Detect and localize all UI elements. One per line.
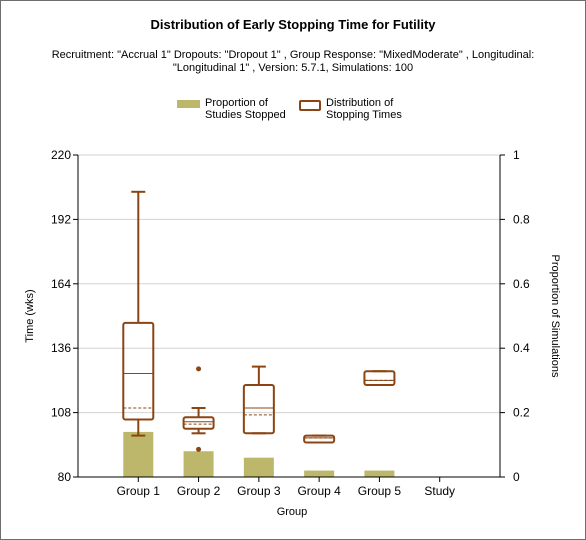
box-plot [122, 190, 155, 437]
box-iqr [242, 384, 275, 435]
bar [183, 451, 214, 477]
legend-item-boxes: Distribution of Stopping Times [299, 97, 402, 121]
x-tick-label: Group 4 [297, 484, 341, 498]
box-iqr [122, 321, 155, 421]
y-right-tick-label: 1 [513, 148, 520, 162]
outlier-point [196, 366, 202, 372]
legend-item-bars: Proportion of Studies Stopped [177, 97, 286, 121]
box-plot [242, 365, 275, 435]
chart-subtitle: Recruitment: "Accrual 1" Dropouts: "Drop… [30, 49, 556, 75]
box-plot [303, 434, 336, 444]
bar [364, 470, 395, 477]
legend-bar-swatch [177, 100, 200, 108]
legend-bar-label: Proportion of Studies Stopped [205, 97, 286, 121]
y-left-tick-label: 164 [51, 277, 71, 291]
grid-layer [78, 154, 500, 478]
axis-layer: 220 192 164 136 108 80 1 0.8 0.6 0.4 0.2 0 Group 1 Gr… [51, 148, 530, 498]
legend-bar-label-line-1: Proportion of [205, 97, 268, 109]
y-axis-right-title: Proportion of Simulations [549, 255, 561, 378]
y-left-tick-label: 220 [51, 148, 71, 162]
legend-box-swatch [299, 100, 321, 111]
x-tick-label: Group 3 [237, 484, 281, 498]
legend-box-label: Distribution of Stopping Times [326, 97, 402, 121]
bar [243, 457, 274, 477]
y-right-tick-label: 0.2 [513, 406, 530, 420]
legend-box-label-line-2: Stopping Times [326, 109, 402, 121]
box-iqr [182, 416, 215, 430]
legend-box-label-line-1: Distribution of [326, 97, 394, 109]
y-right-tick-label: 0.8 [513, 212, 530, 226]
y-right-tick-label: 0.4 [513, 341, 530, 355]
y-left-tick-label: 108 [51, 406, 71, 420]
chart-title: Distribution of Early Stopping Time for … [150, 17, 436, 32]
box-iqr [303, 434, 336, 444]
outlier-point [196, 446, 202, 452]
x-tick-label: Group 1 [117, 484, 161, 498]
box-layer [122, 190, 396, 452]
y-axis-left-title: Time (wks) [24, 289, 36, 342]
box-plot [363, 370, 396, 387]
chart-subtitle-line-1: Recruitment: "Accrual 1" Dropouts: "Drop… [51, 49, 535, 61]
x-tick-label: Study [424, 484, 455, 498]
box-plot [182, 366, 215, 452]
bar [304, 470, 335, 477]
y-right-tick-label: 0.6 [513, 277, 530, 291]
y-left-tick-label: 136 [51, 341, 71, 355]
y-left-tick-label: 80 [58, 470, 72, 484]
bar [123, 431, 154, 477]
y-right-tick-label: 0 [513, 470, 520, 484]
chart-subtitle-line-2: "Longitudinal 1" , Version: 5.7.1, Simul… [172, 62, 414, 74]
bar-layer [123, 431, 395, 477]
x-tick-label: Group 5 [358, 484, 402, 498]
x-axis-title: Group [277, 506, 308, 518]
y-left-tick-label: 192 [51, 212, 71, 226]
legend-bar-label-line-2: Studies Stopped [205, 109, 286, 121]
x-tick-label: Group 2 [177, 484, 221, 498]
box-iqr [363, 370, 396, 387]
